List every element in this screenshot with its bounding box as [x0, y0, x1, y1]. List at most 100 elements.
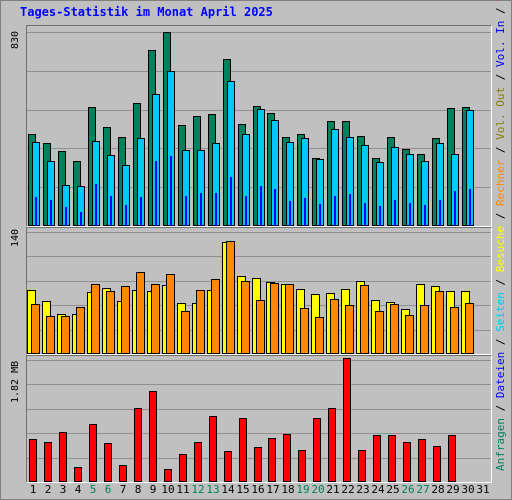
- bar-dateien-core-day-17: [274, 189, 276, 226]
- bar-rechner-day-10: [166, 274, 175, 354]
- legend-item-besuche: Besuche: [494, 225, 507, 273]
- bar-rechner-day-28: [435, 291, 444, 354]
- bar-rechner-day-11: [181, 311, 190, 354]
- x-tick-21: 21: [326, 483, 340, 496]
- bar-rechner-day-4: [76, 307, 85, 354]
- bar-rechner-day-5: [91, 284, 100, 354]
- bar-volumen-day-27: [418, 439, 426, 482]
- bar-dateien-core-day-9: [155, 161, 157, 226]
- bar-volumen-day-11: [179, 454, 187, 482]
- x-tick-14: 14: [221, 483, 235, 496]
- legend-separator: /: [494, 272, 507, 293]
- bar-volumen-day-17: [268, 438, 276, 482]
- bar-rechner-day-1: [31, 304, 40, 354]
- x-tick-6: 6: [104, 483, 112, 496]
- bar-volumen-day-28: [433, 446, 441, 482]
- x-tick-28: 28: [431, 483, 445, 496]
- x-tick-5: 5: [89, 483, 97, 496]
- x-tick-9: 9: [149, 483, 157, 496]
- bar-dateien-core-day-3: [65, 207, 67, 226]
- bar-volumen-day-5: [89, 424, 97, 482]
- legend-item-vol-in: Vol. In: [494, 20, 507, 67]
- hits-chart: [27, 32, 491, 226]
- visits-ymax-label: 140: [10, 228, 21, 247]
- bar-dateien-core-day-5: [95, 184, 97, 226]
- x-tick-2: 2: [44, 483, 52, 496]
- bar-dateien-core-day-27: [424, 205, 426, 226]
- bar-dateien-core-day-1: [35, 197, 37, 226]
- bar-rechner-day-7: [121, 286, 130, 354]
- x-tick-23: 23: [356, 483, 370, 496]
- bar-dateien-core-day-15: [245, 196, 247, 226]
- bar-dateien-core-day-22: [349, 194, 351, 226]
- legend-separator: /: [494, 206, 507, 226]
- volume-chart: [27, 358, 491, 482]
- legend-item-volumen: Volumen: [494, 0, 507, 1]
- x-tick-27: 27: [416, 483, 430, 496]
- bar-dateien-core-day-25: [394, 200, 396, 226]
- hits-panel: [26, 25, 492, 227]
- bar-dateien-core-day-26: [409, 203, 411, 226]
- bar-rechner-day-6: [106, 291, 115, 354]
- bar-volumen-day-4: [74, 467, 82, 482]
- bar-volumen-day-16: [254, 447, 262, 482]
- bar-rechner-day-27: [420, 305, 429, 354]
- x-tick-29: 29: [446, 483, 460, 496]
- bar-volumen-day-6: [104, 443, 112, 482]
- bar-dateien-core-day-2: [50, 200, 52, 226]
- x-tick-18: 18: [281, 483, 295, 496]
- bar-rechner-day-23: [360, 285, 369, 354]
- x-tick-30: 30: [461, 483, 475, 496]
- bar-rechner-day-19: [300, 308, 309, 354]
- right-legend: Anfragen / Dateien / Seiten / Besuche / …: [494, 0, 507, 471]
- bar-volumen-day-13: [209, 416, 217, 482]
- legend-item-anfragen: Anfragen: [494, 418, 507, 471]
- bar-rechner-day-16: [256, 300, 265, 354]
- bar-dateien-core-day-11: [185, 196, 187, 226]
- bar-dateien-core-day-10: [170, 156, 172, 226]
- bar-volumen-day-24: [373, 435, 381, 482]
- bar-volumen-day-18: [283, 434, 291, 482]
- bar-volumen-day-29: [448, 435, 456, 482]
- legend-separator: /: [494, 139, 507, 160]
- x-tick-4: 4: [74, 483, 82, 496]
- bar-volumen-day-12: [194, 442, 202, 482]
- bar-volumen-day-2: [44, 442, 52, 482]
- bar-dateien-core-day-30: [469, 189, 471, 226]
- bar-rechner-day-15: [241, 281, 250, 354]
- visits-chart: [27, 232, 491, 354]
- bar-dateien-core-day-29: [454, 191, 456, 226]
- legend-separator: /: [494, 331, 507, 352]
- bar-volumen-day-1: [29, 439, 37, 482]
- bar-dateien-core-day-4: [80, 212, 82, 226]
- x-tick-8: 8: [134, 483, 142, 496]
- bar-dateien-core-day-14: [230, 177, 232, 226]
- bar-rechner-day-24: [375, 311, 384, 354]
- bar-dateien-core-day-20: [319, 204, 321, 226]
- bar-rechner-day-14: [226, 241, 235, 354]
- bar-rechner-day-8: [136, 272, 145, 354]
- bar-dateien-core-day-7: [125, 205, 127, 226]
- bar-volumen-day-25: [388, 435, 396, 482]
- x-tick-11: 11: [176, 483, 190, 496]
- bar-volumen-day-10: [164, 469, 172, 482]
- x-tick-12: 12: [191, 483, 205, 496]
- x-tick-13: 13: [206, 483, 220, 496]
- bar-rechner-day-22: [345, 305, 354, 354]
- bar-volumen-day-20: [313, 418, 321, 482]
- x-tick-25: 25: [386, 483, 400, 496]
- bar-dateien-core-day-8: [140, 197, 142, 226]
- legend-item-vol-out: Vol. Out: [494, 86, 507, 140]
- x-tick-17: 17: [266, 483, 280, 496]
- legend-separator: /: [494, 0, 507, 21]
- bar-volumen-day-19: [298, 450, 306, 482]
- volume-panel: [26, 355, 492, 483]
- hits-ymax-label: 830: [10, 30, 21, 49]
- legend-separator: /: [494, 66, 507, 87]
- x-tick-1: 1: [29, 483, 37, 496]
- legend-item-dateien: Dateien: [494, 351, 507, 399]
- legend-item-rechner: Rechner: [494, 159, 507, 207]
- bar-volumen-day-14: [224, 451, 232, 482]
- bar-volumen-day-9: [149, 391, 157, 482]
- bar-rechner-day-12: [196, 290, 205, 354]
